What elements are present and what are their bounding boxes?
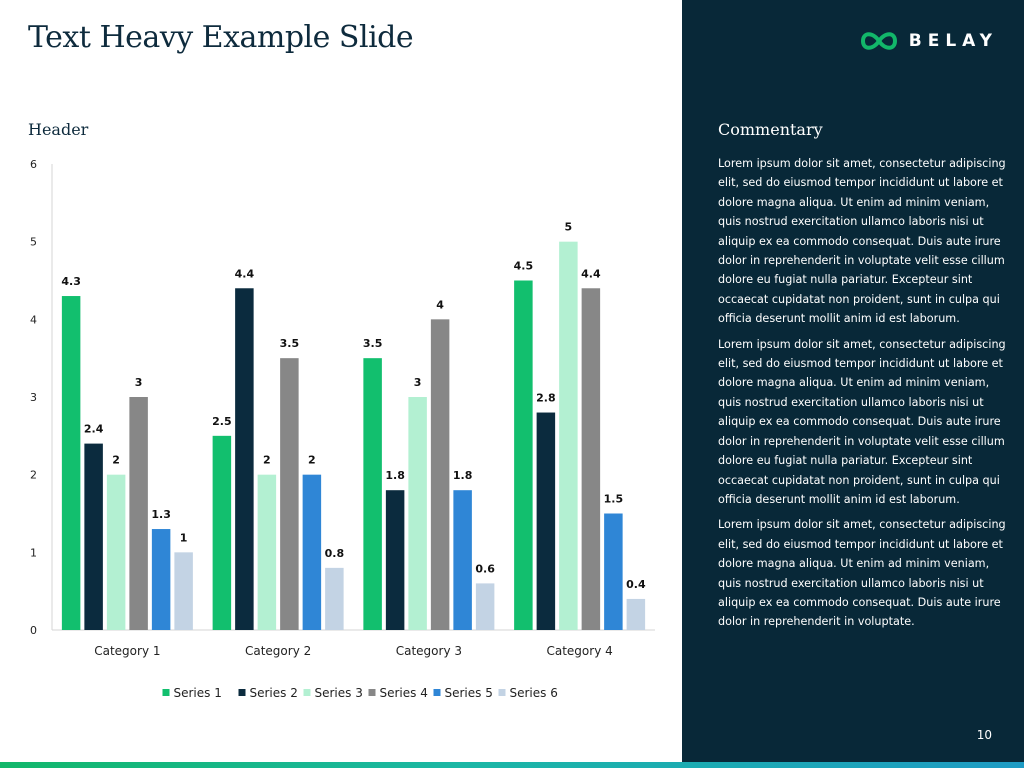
data-label: 3 bbox=[414, 376, 422, 389]
bar bbox=[325, 567, 344, 630]
legend-label: Series 3 bbox=[315, 686, 363, 700]
bar bbox=[475, 583, 495, 630]
data-label: 2.4 bbox=[84, 423, 104, 436]
data-label: 3.5 bbox=[280, 337, 300, 350]
commentary-paragraph: Lorem ipsum dolor sit amet, consectetur … bbox=[718, 157, 1006, 326]
data-label: 1.8 bbox=[385, 469, 405, 482]
bar-chart: 0 1 2 3 4 5 6 4.3 2.4 2 3 1.3 1 Category 1 2.5 4.4 2 3.5 2… bbox=[30, 158, 655, 700]
y-tick-label: 2 bbox=[30, 469, 37, 482]
data-label: 5 bbox=[565, 221, 573, 234]
bar bbox=[61, 296, 81, 630]
bar bbox=[514, 280, 533, 630]
bar bbox=[363, 358, 382, 630]
bar bbox=[106, 474, 126, 630]
bar bbox=[604, 513, 623, 630]
bar bbox=[174, 552, 193, 630]
category-label: Category 4 bbox=[546, 644, 612, 658]
y-tick-label: 5 bbox=[30, 236, 37, 249]
legend-swatch bbox=[238, 689, 246, 696]
data-label: 1.8 bbox=[453, 469, 473, 482]
bar bbox=[626, 598, 646, 630]
category-label: Category 1 bbox=[94, 644, 160, 658]
infinity-logo-icon bbox=[860, 32, 897, 50]
page-number: 10 bbox=[976, 728, 992, 742]
y-tick-label: 0 bbox=[30, 624, 37, 637]
data-label: 0.6 bbox=[475, 562, 495, 575]
y-tick-label: 3 bbox=[30, 391, 37, 404]
bar bbox=[84, 443, 103, 630]
bar bbox=[385, 490, 405, 630]
data-label: 1.5 bbox=[604, 493, 624, 506]
commentary-paragraph: Lorem ipsum dolor sit amet, consectetur … bbox=[718, 337, 1006, 506]
bar bbox=[408, 397, 427, 630]
bar bbox=[280, 358, 299, 630]
data-label: 2.5 bbox=[212, 415, 232, 428]
legend-swatch bbox=[303, 689, 311, 696]
data-label: 2 bbox=[263, 454, 271, 467]
commentary-panel: BELAY Commentary Lorem ipsum dolor sit a… bbox=[682, 0, 1024, 762]
legend-label: Series 2 bbox=[250, 686, 298, 700]
category-label: Category 3 bbox=[396, 644, 462, 658]
commentary-body: Lorem ipsum dolor sit amet, consectetur … bbox=[718, 154, 1008, 638]
data-label: 2 bbox=[112, 454, 120, 467]
data-label: 4 bbox=[436, 298, 444, 311]
y-tick-label: 1 bbox=[30, 546, 37, 559]
bar bbox=[151, 529, 171, 630]
data-label: 1.3 bbox=[151, 508, 171, 521]
legend-label: Series 6 bbox=[510, 686, 558, 700]
data-label: 4.5 bbox=[514, 260, 534, 273]
category-label: Category 2 bbox=[245, 644, 311, 658]
slide-title: Text Heavy Example Slide bbox=[28, 20, 414, 55]
data-label: 4.4 bbox=[581, 267, 601, 280]
legend-swatch bbox=[368, 689, 376, 696]
data-label: 2.8 bbox=[536, 392, 556, 405]
bar bbox=[453, 490, 472, 630]
legend-label: Series 5 bbox=[445, 686, 493, 700]
bar bbox=[235, 288, 254, 630]
bar bbox=[257, 474, 277, 630]
belay-logo: BELAY bbox=[859, 28, 998, 54]
data-label: 4.3 bbox=[61, 275, 81, 288]
bar bbox=[302, 474, 322, 630]
data-label: 0.8 bbox=[325, 547, 345, 560]
chart-header: Header bbox=[28, 120, 89, 139]
bar bbox=[559, 241, 578, 630]
y-tick-label: 6 bbox=[30, 158, 37, 171]
bar bbox=[212, 435, 232, 630]
bar bbox=[581, 288, 601, 630]
bottom-accent-bar bbox=[0, 762, 1024, 768]
data-label: 2 bbox=[308, 454, 316, 467]
data-label: 3.5 bbox=[363, 337, 383, 350]
legend-label: Series 1 bbox=[174, 686, 222, 700]
data-label: 1 bbox=[180, 531, 188, 544]
data-label: 0.4 bbox=[626, 578, 646, 591]
bar bbox=[536, 412, 556, 630]
bar bbox=[129, 397, 148, 630]
commentary-paragraph: Lorem ipsum dolor sit amet, consectetur … bbox=[718, 518, 1006, 629]
brand-name: BELAY bbox=[908, 31, 998, 51]
legend-label: Series 4 bbox=[380, 686, 428, 700]
bar bbox=[430, 319, 450, 630]
legend-swatch bbox=[433, 689, 441, 696]
legend-swatch bbox=[162, 689, 170, 696]
legend-swatch bbox=[498, 689, 506, 696]
data-label: 3 bbox=[135, 376, 143, 389]
data-label: 4.4 bbox=[235, 267, 255, 280]
y-tick-label: 4 bbox=[30, 313, 37, 326]
commentary-title: Commentary bbox=[718, 120, 823, 139]
